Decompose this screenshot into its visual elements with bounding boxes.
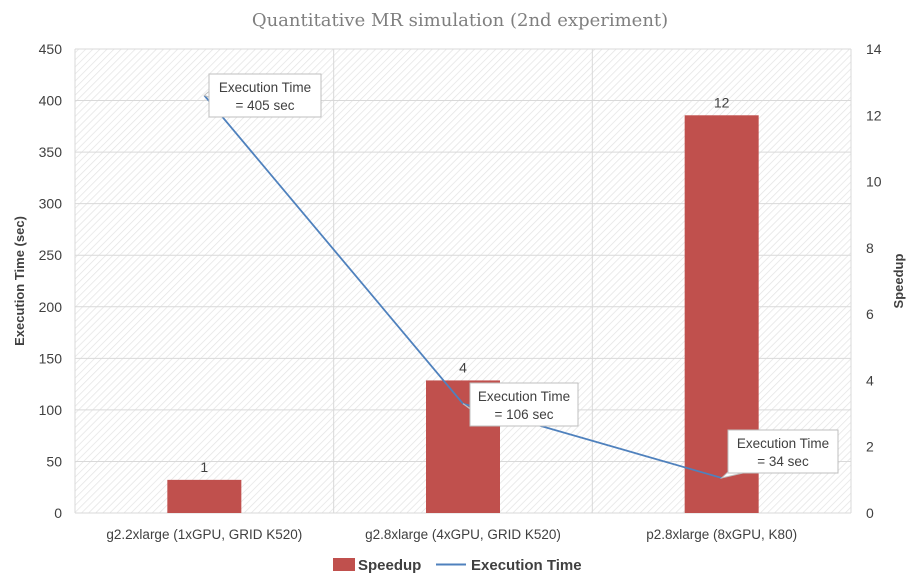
y-tick-label: 0 [54,505,62,521]
y-axis-right: 0 2 4 6 8 10 12 14 [866,41,882,521]
y2-tick-label: 12 [866,107,882,123]
y2-tick-label: 14 [866,41,882,57]
y-axis-title: Execution Time (sec) [12,216,27,346]
y-tick-label: 250 [39,247,63,263]
y-tick-label: 300 [39,196,63,212]
legend-label-execution-time: Execution Time [471,557,582,574]
execution-time-callout: Execution Time = 405 sec [203,73,322,118]
callout-line-1: Execution Time [478,389,570,404]
y2-tick-label: 2 [866,439,874,455]
y-tick-label: 100 [39,402,63,418]
callout-box [208,73,322,118]
y2-tick-label: 0 [866,505,874,521]
speedup-data-label: 1 [200,459,208,475]
x-tick-label: g2.2xlarge (1xGPU, GRID K520) [106,527,302,542]
callout-line-1: Execution Time [737,436,829,451]
legend: Speedup Execution Time [333,557,582,574]
callout-box [469,382,579,427]
execution-time-callout: Execution Time = 106 sec [462,382,579,427]
y-tick-label: 400 [39,93,63,109]
y2-tick-label: 10 [866,174,882,190]
callout-line-2: = 405 sec [236,98,295,113]
y-axis-left: 0 50 100 150 200 250 300 350 400 450 [39,41,63,521]
callout-line-2: = 106 sec [495,407,554,422]
speedup-bar [167,479,242,513]
callout-line-1: Execution Time [219,80,311,95]
x-tick-label: g2.8xlarge (4xGPU, GRID K520) [365,527,561,542]
y-tick-label: 450 [39,41,63,57]
callout-box [727,429,839,474]
y2-axis-title: Speedup [891,253,906,308]
y2-tick-label: 6 [866,306,874,322]
speedup-data-label: 4 [459,359,467,375]
chart-title: Quantitative MR simulation (2nd experime… [252,10,668,31]
x-axis: g2.2xlarge (1xGPU, GRID K520) g2.8xlarge … [106,527,797,542]
y-tick-label: 350 [39,144,63,160]
legend-swatch-speedup [333,558,355,571]
y-tick-label: 150 [39,350,63,366]
y2-tick-label: 4 [866,372,874,388]
y-tick-label: 200 [39,299,63,315]
execution-time-callout: Execution Time = 34 sec [719,429,839,479]
callout-line-2: = 34 sec [757,454,809,469]
y-tick-label: 50 [46,453,62,469]
y2-tick-label: 8 [866,240,874,256]
x-tick-label: p2.8xlarge (8xGPU, K80) [646,527,797,542]
speedup-data-label: 12 [714,94,730,110]
callouts: Execution Time = 405 sec Execution Time = 1… [203,73,839,479]
legend-label-speedup: Speedup [358,557,421,574]
